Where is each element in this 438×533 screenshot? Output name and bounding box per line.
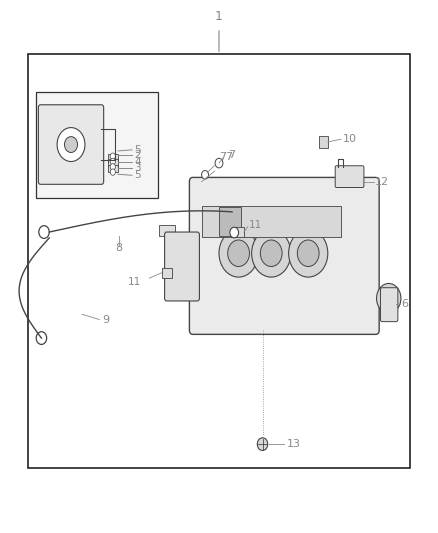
Circle shape bbox=[36, 332, 47, 344]
Circle shape bbox=[252, 229, 291, 277]
Text: 10: 10 bbox=[343, 134, 357, 144]
Bar bbox=[201, 206, 341, 237]
Circle shape bbox=[39, 225, 49, 238]
FancyBboxPatch shape bbox=[165, 232, 199, 301]
Text: 11: 11 bbox=[249, 220, 262, 230]
Text: 8: 8 bbox=[115, 243, 123, 253]
Bar bbox=[319, 135, 328, 148]
Text: 9: 9 bbox=[102, 314, 110, 325]
Circle shape bbox=[289, 229, 328, 277]
Circle shape bbox=[219, 229, 258, 277]
Bar bbox=[162, 268, 172, 278]
Circle shape bbox=[64, 136, 78, 152]
Circle shape bbox=[297, 240, 319, 266]
Circle shape bbox=[57, 127, 85, 161]
Text: 13: 13 bbox=[286, 439, 300, 449]
Circle shape bbox=[201, 171, 208, 179]
Bar bbox=[36, 92, 158, 198]
Circle shape bbox=[110, 164, 116, 170]
Circle shape bbox=[260, 240, 282, 266]
Text: 1: 1 bbox=[215, 10, 223, 22]
Text: 7: 7 bbox=[226, 152, 233, 162]
Bar bbox=[219, 207, 241, 236]
Circle shape bbox=[215, 158, 223, 168]
Bar bbox=[108, 159, 117, 167]
Text: 7: 7 bbox=[228, 150, 235, 160]
Circle shape bbox=[230, 227, 239, 238]
Circle shape bbox=[377, 284, 401, 313]
Text: 4: 4 bbox=[134, 157, 141, 166]
Bar bbox=[108, 165, 117, 172]
FancyBboxPatch shape bbox=[39, 105, 104, 184]
FancyBboxPatch shape bbox=[335, 166, 364, 188]
Circle shape bbox=[110, 153, 116, 159]
Text: 11: 11 bbox=[127, 277, 141, 287]
Text: 5: 5 bbox=[134, 145, 141, 155]
Circle shape bbox=[110, 158, 116, 165]
Text: 2: 2 bbox=[134, 150, 141, 160]
FancyBboxPatch shape bbox=[189, 177, 379, 334]
Text: 6: 6 bbox=[401, 298, 408, 309]
Bar bbox=[28, 54, 410, 468]
Circle shape bbox=[257, 438, 268, 450]
Circle shape bbox=[110, 169, 116, 175]
Bar bbox=[108, 154, 117, 161]
Text: 5: 5 bbox=[134, 171, 141, 180]
Text: 3: 3 bbox=[134, 163, 141, 173]
Circle shape bbox=[228, 240, 250, 266]
Bar bbox=[233, 227, 244, 237]
Text: 12: 12 bbox=[375, 176, 389, 187]
FancyBboxPatch shape bbox=[381, 288, 398, 321]
Bar bbox=[159, 225, 175, 236]
Text: 7: 7 bbox=[207, 152, 226, 173]
